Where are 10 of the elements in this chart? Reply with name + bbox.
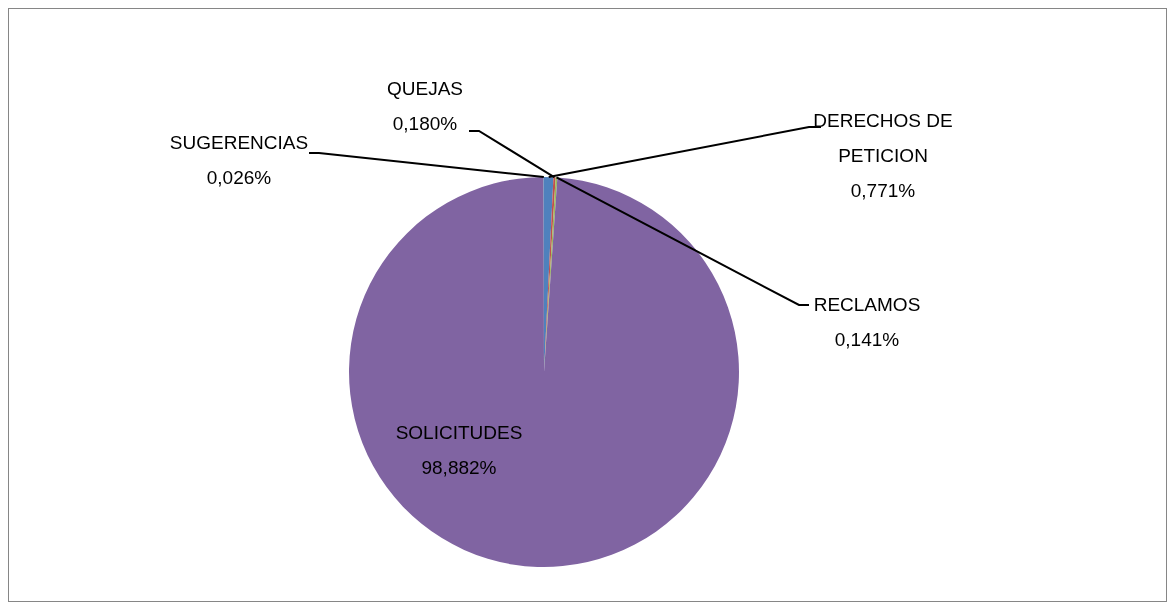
slice-label: SUGERENCIAS [169, 132, 309, 153]
slice-label: SOLICITUDES [395, 422, 523, 443]
data-label: 0,026% [206, 167, 272, 188]
slice-label: RECLAMOS [813, 294, 921, 315]
slice-label: DERECHOS DE PETICION [813, 110, 953, 166]
data-label: 0,771% [850, 180, 916, 201]
data-label: 98,882% [421, 457, 497, 478]
data-label: 0,180% [392, 113, 458, 134]
slice-label: QUEJAS [386, 78, 464, 99]
data-label: 0,141% [834, 329, 900, 350]
